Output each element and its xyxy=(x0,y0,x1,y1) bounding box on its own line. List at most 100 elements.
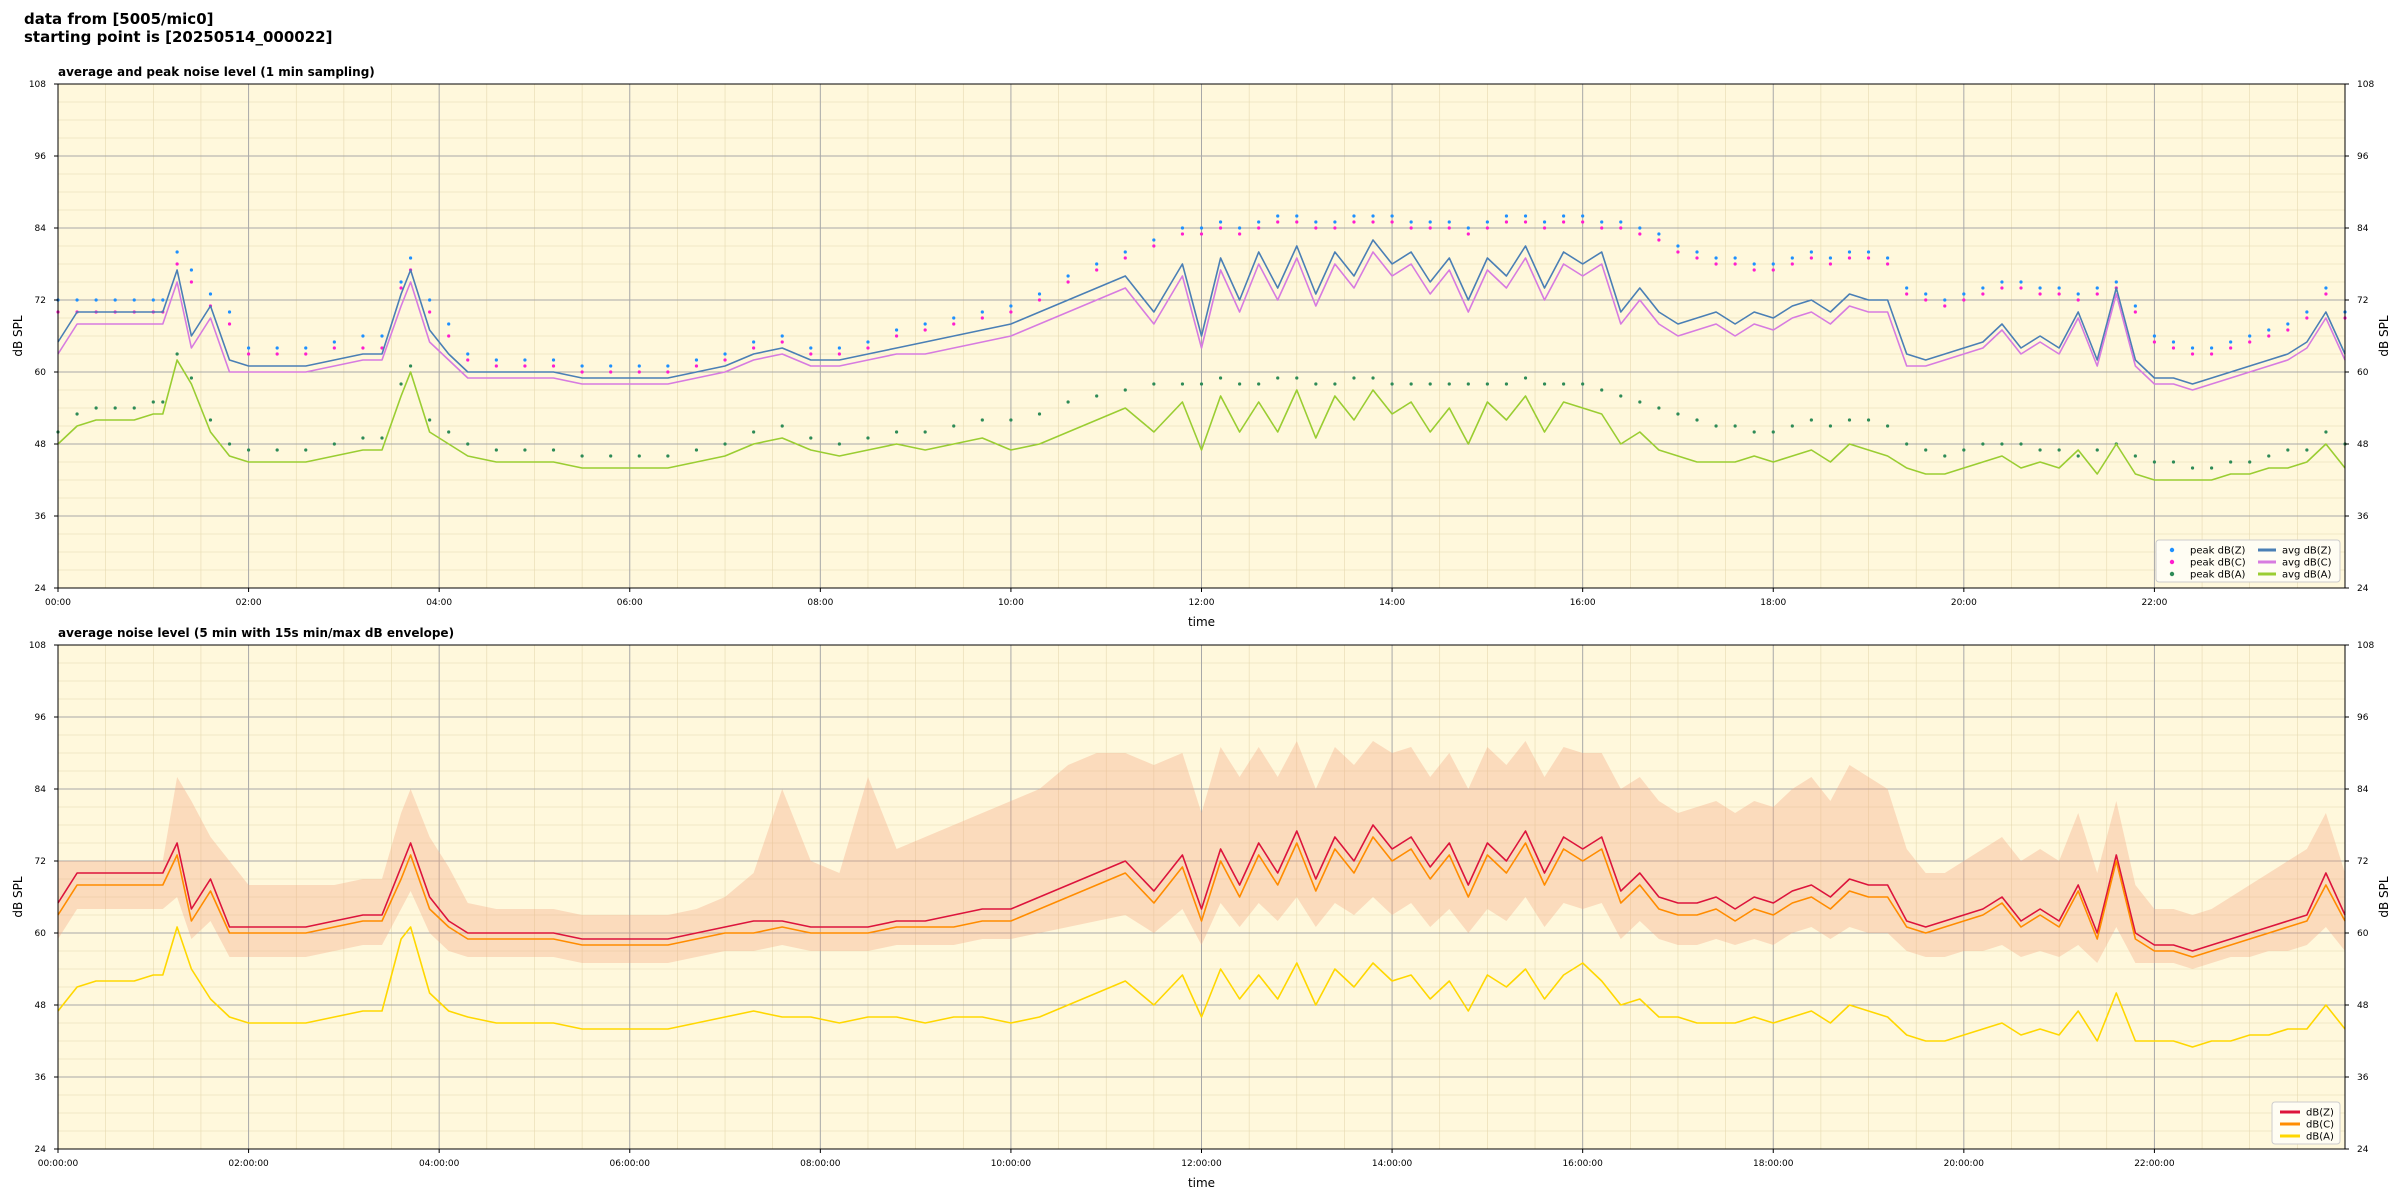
data-point xyxy=(1695,250,1699,254)
x-tick-label: 10:00 xyxy=(998,598,1024,608)
data-point xyxy=(609,454,613,458)
data-point xyxy=(980,310,984,314)
data-point xyxy=(1809,256,1813,260)
legend-box xyxy=(2155,539,2341,583)
data-point xyxy=(1619,394,1623,398)
data-point xyxy=(2171,340,2176,344)
y-tick-label: 96 xyxy=(35,152,47,162)
data-point xyxy=(1238,232,1242,236)
y-tick-label: 84 xyxy=(35,224,47,234)
data-point xyxy=(1847,418,1852,422)
data-point xyxy=(1676,412,1680,416)
data-point xyxy=(94,298,98,302)
data-point xyxy=(2019,280,2023,284)
data-point xyxy=(2248,340,2252,344)
data-point xyxy=(580,454,584,458)
data-point xyxy=(304,352,308,356)
data-point xyxy=(1847,256,1852,260)
data-point xyxy=(189,376,194,380)
series-db-z- xyxy=(57,824,2346,952)
data-point xyxy=(2248,334,2252,338)
data-point xyxy=(2209,466,2214,470)
data-point xyxy=(2267,454,2271,458)
data-point xyxy=(1828,262,1833,266)
data-point xyxy=(1447,226,1451,230)
data-point xyxy=(752,340,756,344)
x-tick-label: 04:00 xyxy=(426,598,452,608)
data-point xyxy=(666,370,670,374)
data-point xyxy=(809,436,813,440)
data-point xyxy=(1866,250,1871,254)
data-point xyxy=(1943,454,1947,458)
data-point xyxy=(1466,382,1470,386)
series-line xyxy=(57,824,2346,952)
data-point xyxy=(1428,382,1432,386)
data-point xyxy=(2209,352,2214,356)
data-point xyxy=(894,430,899,434)
data-point xyxy=(1695,418,1699,422)
chart-panel-1: 24 24 36 36 48 48 60 60 72 72 84 84 96 96 108 108 00:00 0… xyxy=(11,65,2391,629)
data-point xyxy=(2209,346,2214,350)
data-point xyxy=(723,442,727,446)
data-point xyxy=(1095,268,1099,272)
series-peak-db-a- xyxy=(56,352,2347,470)
figure-title-line-2: starting point is [20250514_000022] xyxy=(24,28,333,46)
x-tick-label: 10:00:00 xyxy=(991,1159,1032,1169)
legend-label: avg dB(C) xyxy=(2282,558,2332,569)
data-point xyxy=(132,406,136,410)
data-point xyxy=(866,340,870,344)
y-tick-label: 108 xyxy=(29,641,46,651)
data-point xyxy=(1352,376,1356,380)
data-point xyxy=(1886,424,1890,428)
y-tick-label-right: 72 xyxy=(2357,296,2368,306)
data-point xyxy=(1733,424,1737,428)
series-db-a- xyxy=(57,926,2346,1048)
data-point xyxy=(980,418,984,422)
data-point xyxy=(952,424,956,428)
data-point xyxy=(189,268,194,272)
data-point xyxy=(1485,226,1489,230)
data-point xyxy=(227,310,232,314)
data-point xyxy=(1095,394,1099,398)
y-tick-label-right: 48 xyxy=(2357,1001,2369,1011)
data-point xyxy=(866,436,870,440)
data-point xyxy=(380,346,384,350)
data-point xyxy=(723,352,727,356)
data-point xyxy=(1276,214,1280,218)
data-point xyxy=(1218,376,1223,380)
data-point xyxy=(1828,424,1833,428)
data-point xyxy=(1733,262,1737,266)
data-point xyxy=(551,358,556,362)
figure-title: data from [5005/mic0] starting point is … xyxy=(24,10,332,46)
data-point xyxy=(2286,448,2290,452)
data-point xyxy=(1542,226,1547,230)
data-point xyxy=(666,364,670,368)
data-point xyxy=(694,358,699,362)
data-point xyxy=(523,364,527,368)
data-point xyxy=(1600,388,1604,392)
legend-marker xyxy=(2169,559,2175,565)
major-grid xyxy=(57,644,2345,1150)
data-point xyxy=(466,442,470,446)
panel-title: average and peak noise level (1 min samp… xyxy=(58,65,375,79)
data-point xyxy=(1562,382,1566,386)
x-tick-label: 00:00 xyxy=(45,598,71,608)
data-point xyxy=(1523,376,1528,380)
data-point xyxy=(1752,430,1756,434)
data-point xyxy=(1218,226,1223,230)
data-point xyxy=(275,352,279,356)
data-point xyxy=(609,364,613,368)
x-tick-label: 20:00:00 xyxy=(1944,1159,1985,1169)
data-point xyxy=(1180,226,1185,230)
data-point xyxy=(1199,226,1204,230)
data-point xyxy=(151,400,155,404)
x-tick-label: 08:00 xyxy=(807,598,833,608)
data-point xyxy=(1180,232,1185,236)
data-point xyxy=(208,418,213,422)
data-point xyxy=(1600,226,1604,230)
data-point xyxy=(94,406,98,410)
data-point xyxy=(428,298,432,302)
data-point xyxy=(1733,256,1737,260)
data-point xyxy=(1390,382,1394,386)
data-point xyxy=(1314,220,1318,224)
